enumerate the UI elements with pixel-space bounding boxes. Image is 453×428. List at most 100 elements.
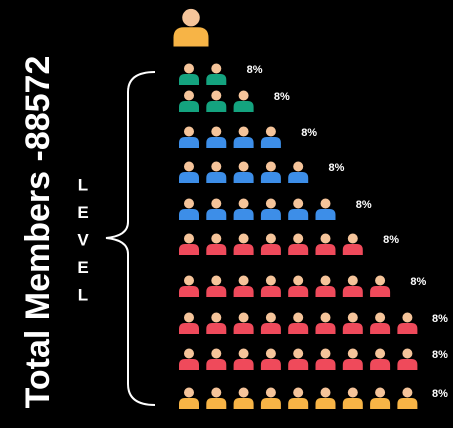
icon-head xyxy=(211,276,221,286)
icon-body xyxy=(179,172,199,183)
percent-label: 8% xyxy=(356,199,372,211)
icon-body xyxy=(343,244,363,255)
level-row xyxy=(179,388,417,410)
icon-head xyxy=(321,313,331,323)
icon-body xyxy=(343,323,363,334)
icon-body xyxy=(234,244,254,255)
icon-head xyxy=(321,234,331,244)
icon-body xyxy=(179,74,199,85)
icon-body xyxy=(370,359,390,370)
icon-body xyxy=(206,172,226,183)
icon-body xyxy=(206,74,226,85)
icon-body xyxy=(397,323,417,334)
icon-head xyxy=(402,349,412,359)
icon-head xyxy=(239,91,249,101)
icon-body xyxy=(206,137,226,148)
icon-body xyxy=(261,323,281,334)
icon-body xyxy=(343,359,363,370)
icon-body xyxy=(234,137,254,148)
icon-head xyxy=(211,64,221,74)
icon-head xyxy=(266,313,276,323)
level-row xyxy=(179,349,417,371)
icon-head xyxy=(184,349,194,359)
icon-body xyxy=(234,398,254,409)
icon-head xyxy=(211,388,221,398)
icon-body xyxy=(234,101,254,112)
icon-body xyxy=(261,172,281,183)
icon-head xyxy=(239,199,249,209)
icon-head xyxy=(321,388,331,398)
percent-label: 8% xyxy=(301,127,317,139)
icon-head xyxy=(184,64,194,74)
icon-head xyxy=(266,234,276,244)
level-letter: L xyxy=(78,175,88,194)
icon-body xyxy=(261,137,281,148)
percent-label: 8% xyxy=(383,234,399,246)
icon-body xyxy=(179,286,199,297)
icon-head xyxy=(184,162,194,172)
icon-head xyxy=(402,313,412,323)
icon-head xyxy=(321,199,331,209)
icon-head xyxy=(266,388,276,398)
icon-head xyxy=(348,276,358,286)
icon-body xyxy=(234,323,254,334)
icon-head xyxy=(211,127,221,137)
icon-head xyxy=(266,162,276,172)
icon-head xyxy=(239,388,249,398)
icon-head xyxy=(239,162,249,172)
icon-body xyxy=(234,359,254,370)
level-letter: V xyxy=(77,230,89,249)
level-row xyxy=(179,313,417,335)
icon-head xyxy=(211,199,221,209)
icon-body xyxy=(261,286,281,297)
icon-head xyxy=(375,313,385,323)
level-letter: L xyxy=(78,285,88,304)
icon-head xyxy=(293,388,303,398)
icon-body xyxy=(343,286,363,297)
icon-body xyxy=(179,359,199,370)
icon-head xyxy=(293,199,303,209)
icon-body xyxy=(397,398,417,409)
icon-body xyxy=(179,323,199,334)
icon-head xyxy=(239,313,249,323)
icon-body xyxy=(179,398,199,409)
icon-head xyxy=(293,234,303,244)
icon-head xyxy=(184,127,194,137)
icon-head xyxy=(211,349,221,359)
percent-label: 8% xyxy=(410,276,426,288)
icon-head xyxy=(184,199,194,209)
icon-head xyxy=(293,349,303,359)
icon-head xyxy=(211,234,221,244)
icon-head xyxy=(348,388,358,398)
icon-head xyxy=(293,276,303,286)
percent-label: 8% xyxy=(247,64,263,76)
level-letter: E xyxy=(77,258,88,277)
level-letter: E xyxy=(77,203,88,222)
icon-body xyxy=(288,398,308,409)
icon-body xyxy=(234,286,254,297)
icon-head xyxy=(266,349,276,359)
icon-body xyxy=(343,398,363,409)
icon-head xyxy=(375,349,385,359)
infographic: Total Members -88572 LEVEL8%8%8%8%8%8%8%… xyxy=(0,0,453,428)
icon-head xyxy=(184,234,194,244)
icon-head xyxy=(182,9,200,27)
icon-body xyxy=(206,286,226,297)
icon-body xyxy=(179,209,199,220)
percent-label: 8% xyxy=(432,388,448,400)
icon-body xyxy=(288,244,308,255)
icon-head xyxy=(266,199,276,209)
icon-head xyxy=(375,276,385,286)
icon-body xyxy=(316,244,336,255)
icon-body xyxy=(288,209,308,220)
icon-head xyxy=(321,349,331,359)
icon-body xyxy=(179,101,199,112)
icon-body xyxy=(234,172,254,183)
icon-body xyxy=(370,286,390,297)
icon-head xyxy=(321,276,331,286)
icon-body xyxy=(206,398,226,409)
icon-body xyxy=(261,244,281,255)
icon-body xyxy=(316,398,336,409)
icon-body xyxy=(316,323,336,334)
icon-body xyxy=(261,398,281,409)
